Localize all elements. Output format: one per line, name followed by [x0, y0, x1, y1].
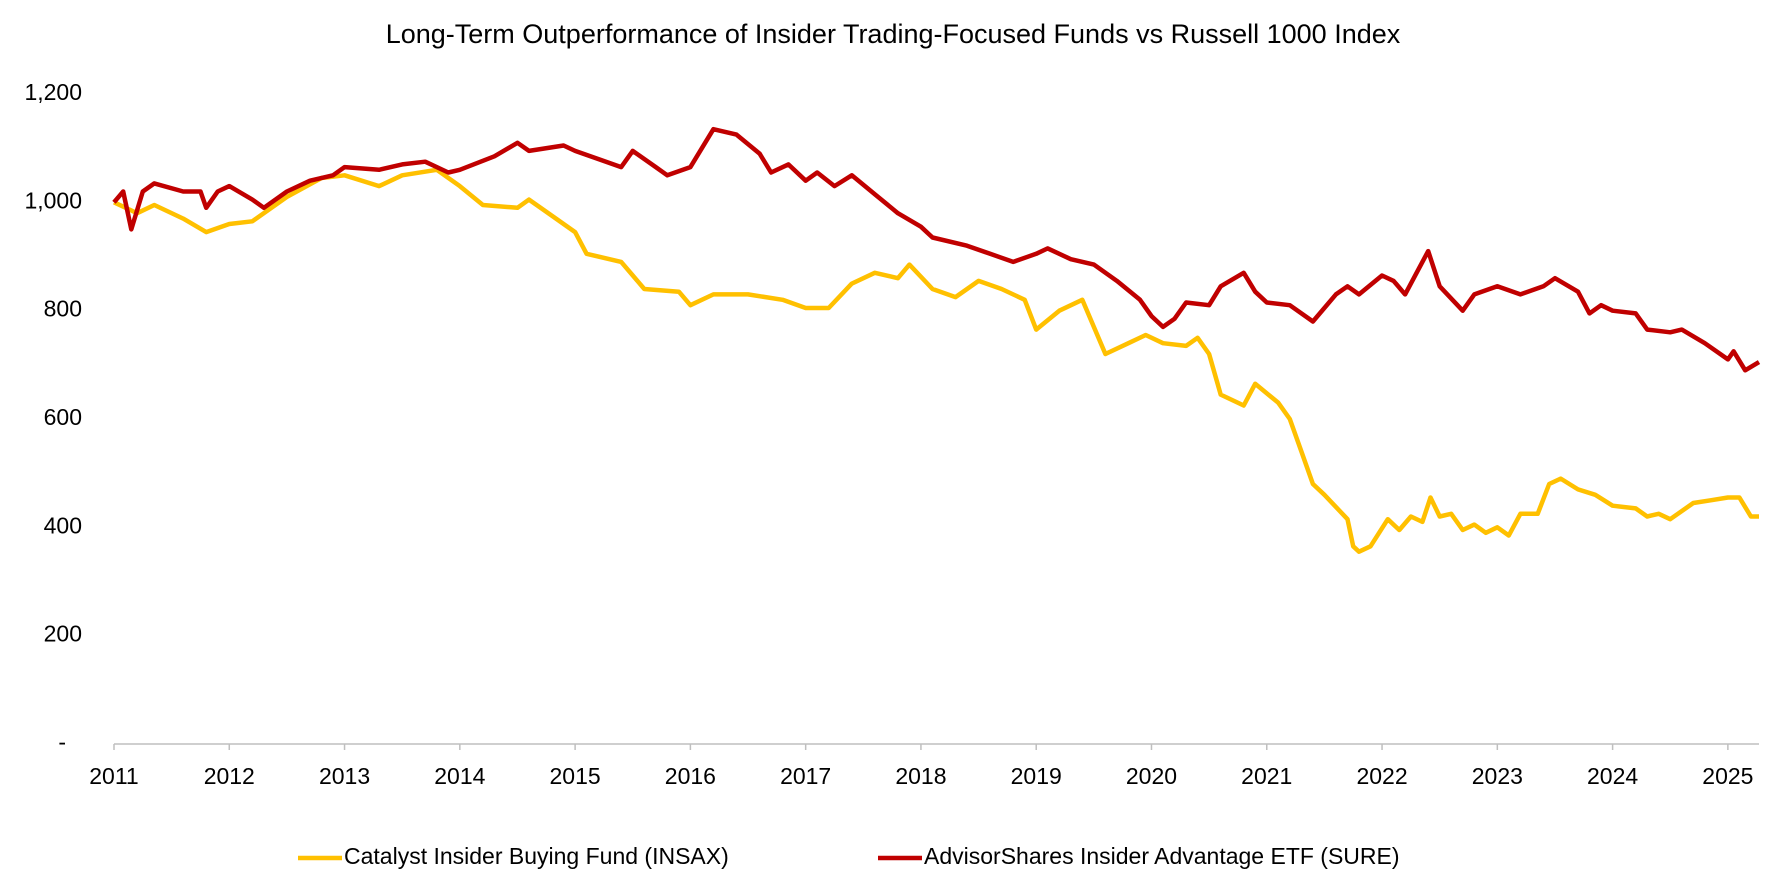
x-tick-label: 2012: [204, 763, 255, 789]
y-tick-label: 200: [44, 621, 82, 647]
y-tick-label: 800: [44, 296, 82, 322]
x-tick-label: 2013: [319, 763, 370, 789]
series-line: [113, 167, 1759, 554]
x-tick-label: 2018: [895, 763, 946, 789]
y-tick-label: 1,200: [24, 79, 82, 105]
chart-title: Long-Term Outperformance of Insider Trad…: [386, 19, 1401, 49]
legend-label: Catalyst Insider Buying Fund (INSAX): [344, 843, 729, 869]
legend-label: AdvisorShares Insider Advantage ETF (SUR…: [924, 843, 1400, 869]
x-tick-label: 2021: [1241, 763, 1292, 789]
x-tick-label: 2024: [1587, 763, 1638, 789]
x-tick-label: 2017: [780, 763, 831, 789]
y-tick-label: 400: [44, 512, 82, 538]
x-tick-label: 2011: [89, 763, 138, 789]
y-tick-label: 600: [44, 404, 82, 430]
x-tick-label: 2015: [550, 763, 601, 789]
x-tick-label: 2025: [1702, 763, 1753, 789]
x-tick-label: 2023: [1472, 763, 1523, 789]
series-line: [112, 126, 1761, 373]
y-tick-label: 1,000: [24, 187, 82, 213]
x-tick-label: 2016: [665, 763, 716, 789]
x-tick-label: 2014: [434, 763, 485, 789]
y-tick-label: -: [58, 729, 66, 755]
x-tick-label: 2022: [1356, 763, 1407, 789]
x-tick-label: 2019: [1011, 763, 1062, 789]
x-tick-label: 2020: [1126, 763, 1177, 789]
